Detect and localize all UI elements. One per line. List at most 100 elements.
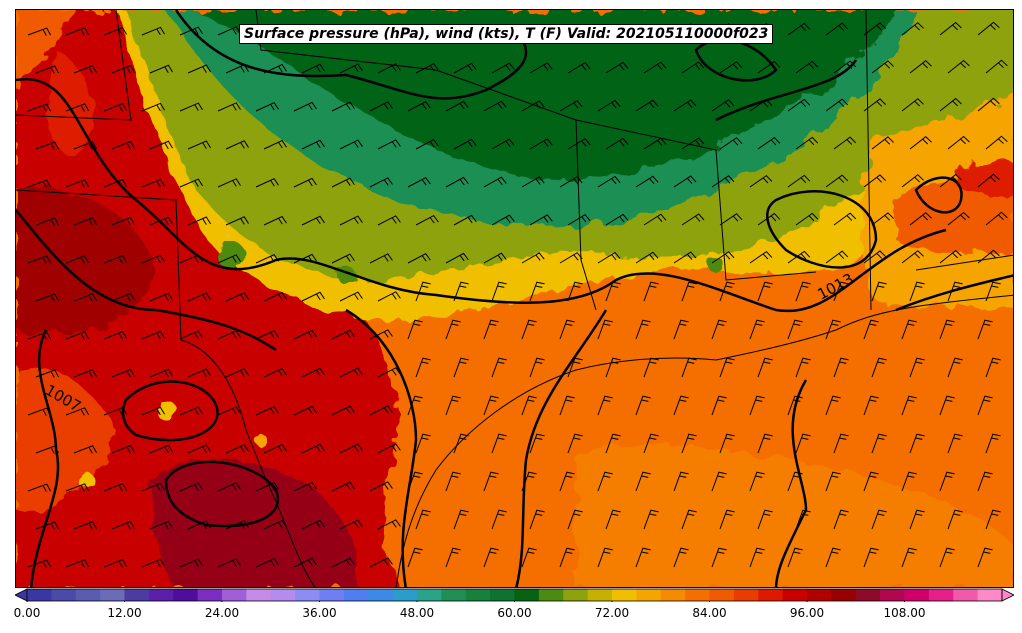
wind-barb	[407, 547, 423, 568]
wind-barb	[225, 140, 249, 150]
wind-barb	[453, 509, 469, 530]
wind-barb	[179, 254, 203, 264]
wind-barb	[597, 319, 613, 340]
colorbar-segment	[295, 589, 320, 601]
wind-barb	[187, 216, 211, 226]
wind-barb	[673, 99, 697, 112]
wind-barb	[939, 97, 962, 112]
wind-barb	[749, 547, 765, 568]
wind-barb	[909, 281, 925, 302]
colorbar-segment	[758, 589, 784, 601]
wind-barb	[217, 482, 241, 492]
wind-barb	[711, 319, 727, 340]
wind-barb	[27, 407, 52, 416]
wind-barb	[483, 471, 499, 492]
wind-barb	[605, 509, 621, 530]
wind-barb	[187, 368, 211, 378]
wind-barb	[673, 251, 697, 264]
colorbar-tick-label: 108.00	[883, 606, 926, 620]
wind-barb	[673, 471, 689, 492]
wind-barb	[483, 319, 499, 340]
wind-barb	[445, 252, 469, 264]
wind-barb	[825, 395, 841, 416]
wind-barb	[825, 98, 849, 112]
wind-barb	[643, 509, 659, 530]
wind-barb	[35, 521, 60, 530]
wind-barb	[757, 281, 773, 302]
wind-barb	[377, 63, 401, 74]
wind-barb	[73, 65, 98, 74]
wind-barb	[635, 471, 651, 492]
colorbar-segment	[392, 589, 418, 601]
colorbar-segment	[124, 589, 150, 601]
wind-barb	[301, 519, 325, 530]
wind-barb	[901, 174, 924, 188]
wind-barb	[719, 357, 735, 378]
wind-barb	[65, 483, 90, 492]
wind-barb	[27, 331, 52, 340]
wind-barb	[871, 60, 894, 74]
wind-barb	[635, 319, 651, 340]
wind-barb	[369, 481, 393, 492]
wind-barb	[787, 22, 811, 36]
wind-barb	[35, 141, 60, 150]
wind-barb	[795, 509, 811, 530]
wind-barb	[901, 98, 924, 112]
wind-barb	[377, 367, 401, 378]
wind-barb	[711, 99, 735, 112]
wind-barb	[491, 138, 515, 150]
wind-barb	[605, 213, 629, 226]
colorbar-segment	[587, 589, 613, 601]
wind-barb	[567, 62, 591, 74]
wind-barb	[407, 101, 431, 112]
wind-barb	[871, 212, 894, 226]
wind-barb	[947, 135, 970, 150]
wind-barb	[939, 547, 955, 568]
wind-barb	[149, 140, 173, 150]
wind-barb	[825, 471, 841, 492]
wind-barb	[65, 103, 90, 112]
colorbar-segment	[417, 589, 442, 601]
wind-barb	[179, 26, 203, 36]
colorbar-segment	[441, 589, 467, 601]
wind-barb	[635, 251, 659, 264]
colorbar-segment	[27, 589, 52, 601]
wind-barb	[65, 407, 90, 416]
wind-barb	[795, 433, 811, 454]
wind-barb	[187, 444, 211, 454]
wind-barb	[643, 357, 659, 378]
wind-barb	[339, 367, 363, 378]
colorbar-segment	[270, 589, 296, 601]
wind-barb	[263, 63, 287, 74]
wind-barb	[521, 252, 545, 264]
wind-barb	[787, 471, 803, 492]
wind-barb	[901, 471, 917, 492]
wind-barb	[255, 405, 279, 416]
wind-barb	[103, 26, 128, 36]
wind-barb	[217, 330, 241, 340]
wind-barb	[369, 177, 393, 188]
wind-barb	[939, 319, 955, 340]
wind-barb	[453, 433, 469, 454]
wind-barb	[65, 559, 90, 568]
wind-barb	[407, 395, 423, 416]
wind-barb	[377, 215, 401, 226]
wind-barb	[939, 21, 962, 36]
wind-barb	[369, 329, 393, 340]
wind-barb	[863, 98, 887, 112]
wind-barb	[681, 509, 697, 530]
wind-barb	[331, 101, 355, 112]
wind-barb	[293, 177, 317, 188]
map-title: Surface pressure (hPa), wind (kts), T (F…	[239, 24, 774, 44]
wind-barb	[939, 471, 955, 492]
wind-barb	[35, 293, 60, 302]
wind-barb	[985, 135, 1008, 150]
wind-barb	[795, 212, 819, 226]
wind-barb	[681, 281, 697, 302]
wind-barb	[787, 174, 811, 188]
wind-barb	[749, 174, 773, 188]
wind-barb	[567, 138, 591, 150]
wind-barb	[643, 137, 667, 150]
wind-barb	[255, 253, 279, 264]
wind-barb	[567, 357, 583, 378]
